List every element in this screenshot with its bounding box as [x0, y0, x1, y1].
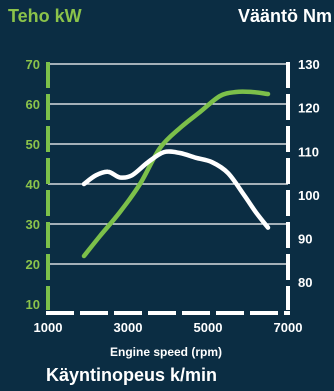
- y-right-tick-label: 100: [298, 188, 320, 203]
- y-right-tick-label: 110: [298, 144, 319, 159]
- x-tick-label: 7000: [274, 320, 303, 335]
- x-tick-label: 3000: [114, 320, 143, 335]
- x-axis-title: Käyntinopeus k/min: [46, 365, 218, 385]
- y-left-tick-label: 50: [26, 137, 40, 152]
- torque-series-line: [81, 149, 271, 230]
- x-tick-label: 5000: [194, 320, 223, 335]
- y-right-tick-label: 80: [298, 275, 312, 290]
- y-left-tick-label: 30: [26, 217, 40, 232]
- y-left-tick-label: 60: [26, 97, 40, 112]
- y-left-tick-label: 70: [26, 57, 40, 72]
- right-axis-title: Vääntö Nm: [237, 6, 332, 26]
- y-left-tick-label: 10: [26, 297, 40, 312]
- y-right-tick-label: 120: [298, 101, 320, 116]
- y-right-tick-label: 130: [298, 57, 320, 72]
- y-left-tick-label: 40: [26, 177, 40, 192]
- y-left-tick-label: 20: [26, 257, 40, 272]
- y-right-tick-label: 90: [298, 232, 312, 247]
- x-tick-label: 1000: [34, 320, 63, 335]
- x-axis-secondary-label: Engine speed (rpm): [110, 345, 222, 359]
- left-axis-title: Teho kW: [8, 6, 82, 26]
- power-series-line: [81, 89, 271, 259]
